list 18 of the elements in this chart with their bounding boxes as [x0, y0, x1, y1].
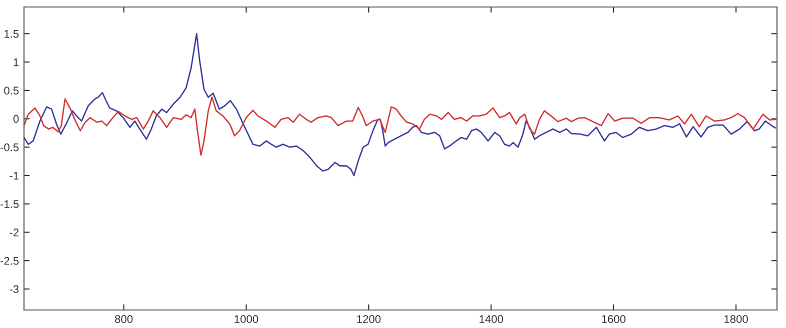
x-tick-label: 1600 — [602, 315, 626, 324]
y-tick-label: -1.5 — [0, 200, 19, 208]
y-tick-label: -0.5 — [0, 143, 19, 152]
y-tick-label: 0 — [13, 115, 19, 123]
y-tick-label: -2 — [10, 228, 19, 236]
y-tick-label: -2.5 — [0, 256, 19, 265]
x-tick-label: 1800 — [724, 315, 748, 324]
y-tick-label: 1 — [14, 58, 19, 66]
y-tick-label: 1.5 — [4, 30, 19, 38]
line-series — [24, 96, 776, 156]
x-tick-label: 1400 — [480, 315, 504, 324]
x-tick-label: 1000 — [234, 315, 258, 324]
line-series — [24, 32, 776, 176]
y-tick-label: -1 — [10, 172, 19, 180]
x-tick-label: 800 — [115, 315, 133, 324]
x-tick-label: 1200 — [357, 315, 381, 324]
y-tick-label: -3 — [10, 285, 19, 294]
y-tick-label: 0.5 — [4, 86, 19, 95]
